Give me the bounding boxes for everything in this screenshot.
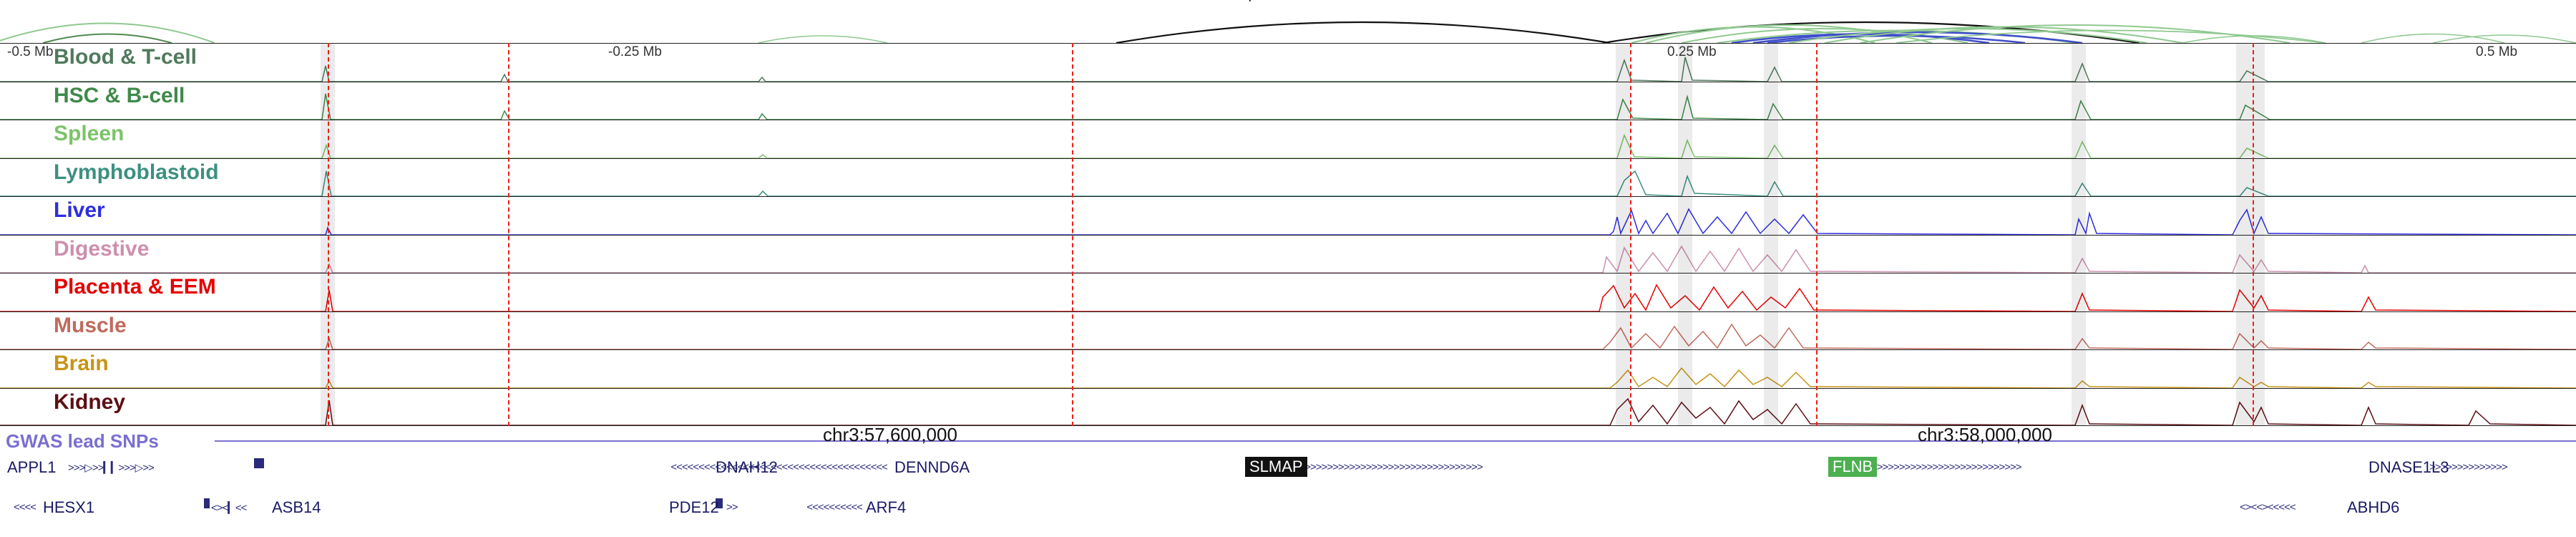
gene-label-appl1[interactable]: APPL1 <box>7 458 57 477</box>
gene-label-hesx1[interactable]: HESX1 <box>43 498 94 517</box>
axis-tick-0-25mb: 0.25 Mb <box>1667 44 1717 60</box>
track-signal-hsc-b-cell <box>0 91 2576 120</box>
gene-strand-arrows-flnb: >>>>>>>>>>>>>>>>>>>>>>>>>>> <box>1871 461 2136 473</box>
grey-band <box>1764 43 1778 426</box>
gene-exon-box-appl1 <box>254 458 264 468</box>
gene-strand-arrows-dennd6a: <<<<<<<<<<<<<<<<<<<<<<<<<<<<<<<<<<<<<<< <box>329 461 887 473</box>
gene-label-slmap[interactable]: SLMAP <box>1245 457 1307 477</box>
gene-annotation-panel: chr3:57,600,000 chr3:58,000,000 APPL1 >>… <box>0 457 2576 537</box>
gene-label-asb14[interactable]: ASB14 <box>272 498 321 517</box>
gene-label-dnah12[interactable]: DNAH12 <box>716 458 778 477</box>
track-row-lymphoblastoid: Lymphoblastoid <box>0 158 2576 197</box>
track-signal-spleen <box>0 130 2576 158</box>
axis-tick--0-25mb: -0.25 Mb <box>608 44 662 60</box>
gwas-line <box>215 440 2576 442</box>
gwas-red-line <box>2253 43 2254 426</box>
track-row-liver: Liver <box>0 196 2576 235</box>
gene-label-arf4[interactable]: ARF4 <box>866 498 906 517</box>
gene-strand-arrows-pde12: >> <box>726 501 762 513</box>
track-signal-muscle <box>0 321 2576 349</box>
track-row-blood-t-cell: Blood & T-cell <box>0 43 2576 82</box>
gwas-lead-snps-label: GWAS lead SNPs <box>6 430 159 453</box>
gene-exon-box-asb14 <box>204 498 210 508</box>
interaction-arc <box>0 24 215 44</box>
track-signal-digestive <box>0 244 2576 273</box>
track-row-brain: Brain <box>0 349 2576 388</box>
track-row-spleen: Spleen <box>0 120 2576 158</box>
grey-band <box>1678 43 1692 426</box>
gwas-lead-snps-row: GWAS lead SNPs <box>0 426 2576 455</box>
interaction-arc <box>1116 22 1610 43</box>
track-signal-placenta-eem <box>0 283 2576 311</box>
gene-label-pde12[interactable]: PDE12 <box>669 498 719 517</box>
gene-strand-arrows-dnase1l3: >>>>>>>>>>>>>> <box>2429 461 2576 473</box>
gwas-red-line <box>328 43 329 426</box>
axis-tick-0-5mb: 0.5 Mb <box>2476 44 2517 60</box>
track-signal-lymphoblastoid <box>0 168 2576 196</box>
track-row-kidney: Kidney <box>0 388 2576 427</box>
gene-strand-arrows-arf4: <<<<<<<<<< <box>762 501 862 513</box>
grey-band <box>2072 43 2086 426</box>
gene-strand-arrows-appl1: >>>▷>>▎▎>>>▷>> <box>68 461 268 474</box>
gene-strand-arrows-slmap: >>>>>>>>>>>>>>>>>>>>>>>>>>>>>>>>>>> <box>1288 461 1617 473</box>
coord-label-57600000: chr3:57,600,000 <box>823 424 957 446</box>
gwas-red-line <box>508 43 509 426</box>
gene-label-dennd6a[interactable]: DENND6A <box>894 458 970 477</box>
axis-tick--0-5mb: -0.5 Mb <box>7 44 53 60</box>
track-row-placenta-eem: Placenta & EEM <box>0 273 2576 311</box>
genome-track-viewer: SNP: p=2.0e-09 -0.5 Mb -0.25 Mb 0.25 Mb … <box>0 0 2576 537</box>
gwas-red-line <box>1630 43 1631 426</box>
track-signal-liver <box>0 206 2576 235</box>
gene-strand-arrows-abhd6: <><<><<<<< <box>2240 501 2343 513</box>
gene-strand-arrows-asb14: <><▎<< <box>211 501 268 514</box>
gwas-red-line <box>1072 43 1073 426</box>
track-signal-blood-t-cell <box>0 53 2576 82</box>
snp-annotation-label: SNP: p=2.0e-09 <box>1213 0 1310 3</box>
interaction-arc <box>43 34 172 44</box>
track-row-hsc-b-cell: HSC & B-cell <box>0 82 2576 120</box>
gene-strand-arrows-hesx1: <<<< <box>0 501 36 513</box>
track-signal-brain <box>0 359 2576 388</box>
interaction-arc <box>758 36 887 43</box>
interaction-arcs <box>0 0 2576 43</box>
gwas-red-line <box>1816 43 1818 426</box>
interaction-arc <box>2433 35 2576 43</box>
grey-band <box>1616 43 1630 426</box>
gene-label-dnase1l3[interactable]: DNASE1L3 <box>2368 458 2449 477</box>
track-row-muscle: Muscle <box>0 311 2576 350</box>
track-signal-kidney <box>0 397 2576 425</box>
tissue-tracks-panel: -0.5 Mb -0.25 Mb 0.25 Mb 0.5 Mb Blood & … <box>0 43 2576 426</box>
gene-label-abhd6[interactable]: ABHD6 <box>2347 498 2399 517</box>
grey-band <box>2236 43 2265 426</box>
track-row-digestive: Digestive <box>0 235 2576 274</box>
gene-label-flnb[interactable]: FLNB <box>1828 457 1877 477</box>
coord-label-58000000: chr3:58,000,000 <box>1918 424 2052 446</box>
